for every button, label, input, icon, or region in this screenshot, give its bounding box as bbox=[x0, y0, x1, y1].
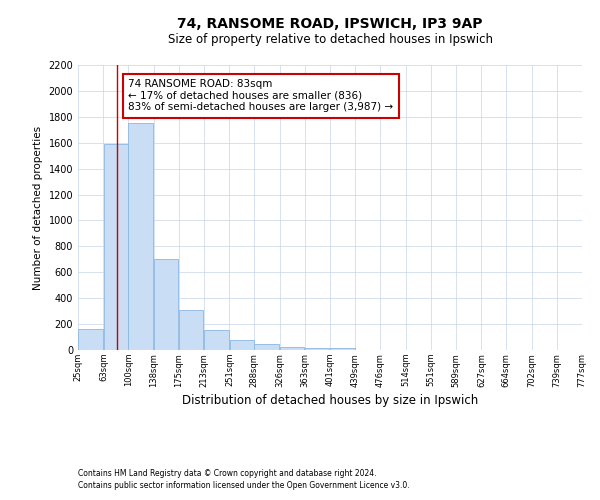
Bar bbox=[204, 330, 229, 350]
Y-axis label: Number of detached properties: Number of detached properties bbox=[33, 126, 43, 290]
Bar bbox=[154, 260, 178, 350]
Bar bbox=[128, 124, 153, 350]
Bar bbox=[305, 348, 329, 350]
Bar bbox=[280, 347, 304, 350]
Text: Size of property relative to detached houses in Ipswich: Size of property relative to detached ho… bbox=[167, 32, 493, 46]
Bar bbox=[179, 310, 203, 350]
Bar bbox=[330, 348, 355, 350]
Text: Contains public sector information licensed under the Open Government Licence v3: Contains public sector information licen… bbox=[78, 481, 410, 490]
X-axis label: Distribution of detached houses by size in Ipswich: Distribution of detached houses by size … bbox=[182, 394, 478, 406]
Bar bbox=[230, 340, 254, 350]
Text: 74, RANSOME ROAD, IPSWICH, IP3 9AP: 74, RANSOME ROAD, IPSWICH, IP3 9AP bbox=[177, 18, 483, 32]
Text: 74 RANSOME ROAD: 83sqm
← 17% of detached houses are smaller (836)
83% of semi-de: 74 RANSOME ROAD: 83sqm ← 17% of detached… bbox=[128, 79, 394, 112]
Bar bbox=[254, 344, 279, 350]
Text: Contains HM Land Registry data © Crown copyright and database right 2024.: Contains HM Land Registry data © Crown c… bbox=[78, 468, 377, 477]
Bar bbox=[104, 144, 128, 350]
Bar bbox=[78, 330, 103, 350]
